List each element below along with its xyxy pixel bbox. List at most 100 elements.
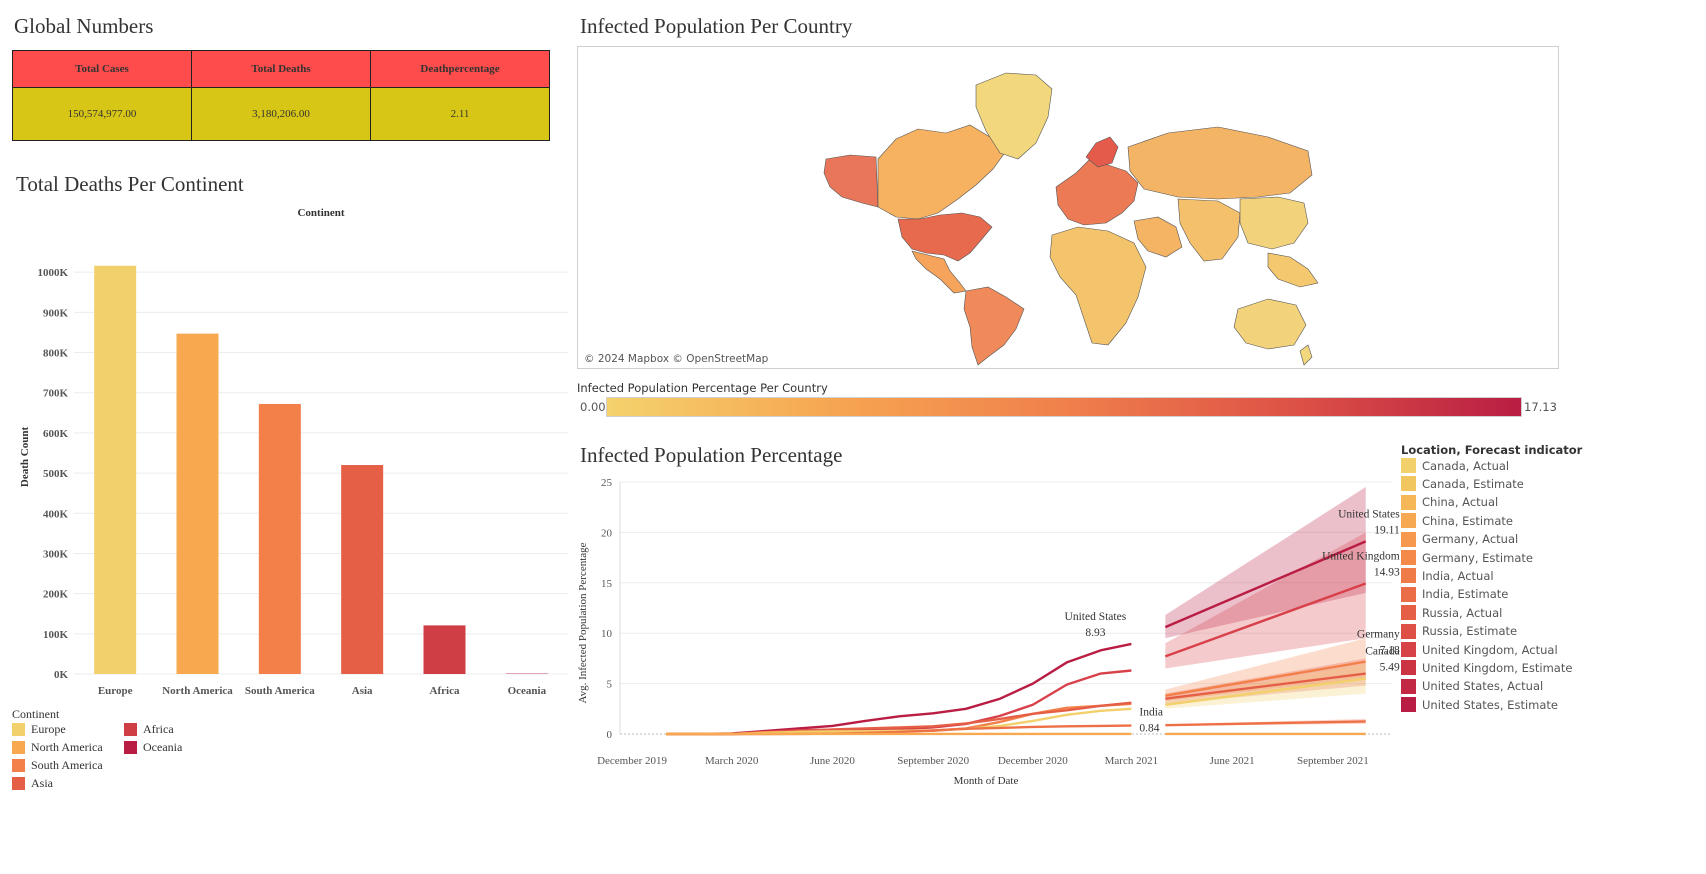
legend-swatch <box>1401 623 1416 639</box>
y-tick-label: 20 <box>601 527 613 539</box>
continent-legend-item[interactable]: Asia <box>12 776 53 791</box>
forecast-legend-item[interactable]: India, Estimate <box>1401 586 1508 602</box>
x-tick-label: North America <box>162 685 233 697</box>
pct-chart-title: Infected Population Percentage <box>580 443 843 467</box>
forecast-legend-item[interactable]: India, Actual <box>1401 568 1494 584</box>
forecast-band <box>1165 487 1366 639</box>
legend-swatch <box>1401 550 1416 565</box>
forecast-legend-item[interactable]: United States, Actual <box>1401 678 1543 694</box>
annotation-label: United States <box>1338 508 1400 520</box>
forecast-line <box>1165 677 1366 706</box>
legend-swatch <box>1401 678 1416 694</box>
forecast-legend-item[interactable]: China, Estimate <box>1401 513 1513 529</box>
y-tick-label: 0 <box>607 729 613 741</box>
annotation-label: United States <box>1065 611 1127 623</box>
y-tick-label: 100K <box>43 629 69 641</box>
forecast-legend-item[interactable]: United States, Estimate <box>1401 697 1558 713</box>
forecast-legend-item[interactable]: United Kingdom, Actual <box>1401 642 1558 657</box>
y-tick-label: 10 <box>601 628 613 640</box>
map-region-scandinavia <box>1085 136 1119 168</box>
bar-north-america <box>176 333 219 674</box>
world-map[interactable]: © 2024 Mapbox © OpenStreetMap <box>577 46 1559 369</box>
legend-label: Oceania <box>143 740 183 754</box>
map-region-usa <box>897 212 993 262</box>
bar-europe <box>94 265 137 674</box>
legend-label: Russia, Actual <box>1422 605 1503 620</box>
map-region-middle-east <box>1133 216 1183 258</box>
forecast-band <box>1165 638 1366 701</box>
global-numbers-title: Global Numbers <box>14 14 154 38</box>
legend-label: Germany, Estimate <box>1422 550 1533 565</box>
deaths-chart-title: Total Deaths Per Continent <box>16 172 244 196</box>
continent-legend-item[interactable]: South America <box>12 758 103 773</box>
legend-label: Africa <box>143 722 174 736</box>
legend-swatch <box>1401 697 1416 713</box>
continent-legend-item[interactable]: North America <box>12 740 103 755</box>
y-tick-label: 500K <box>43 468 69 480</box>
y-tick-label: 300K <box>43 548 69 560</box>
x-tick-label: September 2020 <box>897 755 969 767</box>
continent-legend-item[interactable]: Oceania <box>124 740 182 755</box>
legend-label: United States, Estimate <box>1422 697 1558 712</box>
header-total-deaths: Total Deaths <box>191 50 371 88</box>
y-tick-label: 0K <box>54 669 69 681</box>
legend-label: North America <box>31 740 103 754</box>
annotation-value: 8.93 <box>1085 627 1105 639</box>
legend-label: India, Actual <box>1422 568 1494 583</box>
x-tick-label: December 2019 <box>597 755 667 767</box>
legend-label: United Kingdom, Actual <box>1422 642 1558 657</box>
legend-swatch <box>12 741 25 754</box>
color-scale-title: Infected Population Percentage Per Count… <box>577 381 828 395</box>
bar-south-america <box>258 403 301 674</box>
legend-swatch <box>12 723 25 736</box>
x-tick-label: March 2021 <box>1105 755 1158 767</box>
forecast-legend-item[interactable]: Russia, Actual <box>1401 605 1503 621</box>
series-line <box>665 707 1132 736</box>
forecast-legend-item[interactable]: Russia, Estimate <box>1401 623 1518 639</box>
legend-swatch <box>1401 586 1416 602</box>
bar-chart-title: Continent <box>297 207 344 219</box>
annotation-label: Germany <box>1357 629 1400 641</box>
legend-label: China, Actual <box>1422 495 1499 510</box>
map-title: Infected Population Per Country <box>580 14 853 38</box>
forecast-legend-item[interactable]: Germany, Actual <box>1401 531 1518 547</box>
map-region-africa <box>1049 226 1147 346</box>
x-tick-label: Africa <box>430 685 460 697</box>
map-region-russia <box>1127 126 1313 200</box>
annotation-value: 14.93 <box>1374 567 1400 579</box>
annotation-label: India <box>1139 707 1163 719</box>
y-tick-label: 400K <box>43 508 69 520</box>
forecast-legend-item[interactable]: China, Actual <box>1401 494 1499 510</box>
forecast-legend-item[interactable]: United Kingdom, Estimate <box>1401 660 1572 676</box>
continent-legend-item[interactable]: Africa <box>124 722 174 737</box>
y-tick-label: 25 <box>601 477 613 489</box>
map-region-south-asia <box>1177 198 1241 262</box>
legend-swatch <box>12 759 25 772</box>
forecast-line <box>1165 720 1366 727</box>
annotation-label: United Kingdom <box>1322 551 1400 563</box>
legend-label: South America <box>31 758 103 772</box>
annotation-value: 0.84 <box>1139 723 1159 735</box>
legend-label: Canada, Actual <box>1422 458 1510 473</box>
map-region-china <box>1239 196 1309 250</box>
y-tick-label: 15 <box>601 578 613 590</box>
forecast-legend-item[interactable]: Germany, Estimate <box>1401 550 1533 565</box>
legend-label: Russia, Estimate <box>1422 624 1518 639</box>
header-death-percentage: Deathpercentage <box>370 50 550 88</box>
legend-swatch <box>1401 458 1416 473</box>
y-axis-label: Avg. Infected Population Percentage <box>577 542 589 703</box>
forecast-legend-item[interactable]: Canada, Estimate <box>1401 476 1524 492</box>
legend-swatch <box>1401 642 1416 657</box>
annotation-label: Canada <box>1365 646 1399 658</box>
color-scale-max: 17.13 <box>1524 400 1557 414</box>
annotation-value: 5.49 <box>1380 662 1400 674</box>
series-line <box>665 669 1132 736</box>
x-tick-label: March 2020 <box>705 755 759 767</box>
forecast-legend-item[interactable]: Canada, Actual <box>1401 458 1509 473</box>
annotation-value: 7.18 <box>1380 645 1400 657</box>
x-tick-label: June 2020 <box>810 755 855 767</box>
map-region-canada <box>877 124 1007 220</box>
legend-swatch <box>1401 660 1416 676</box>
forecast-line <box>1164 582 1367 658</box>
continent-legend-item[interactable]: Europe <box>12 722 66 737</box>
